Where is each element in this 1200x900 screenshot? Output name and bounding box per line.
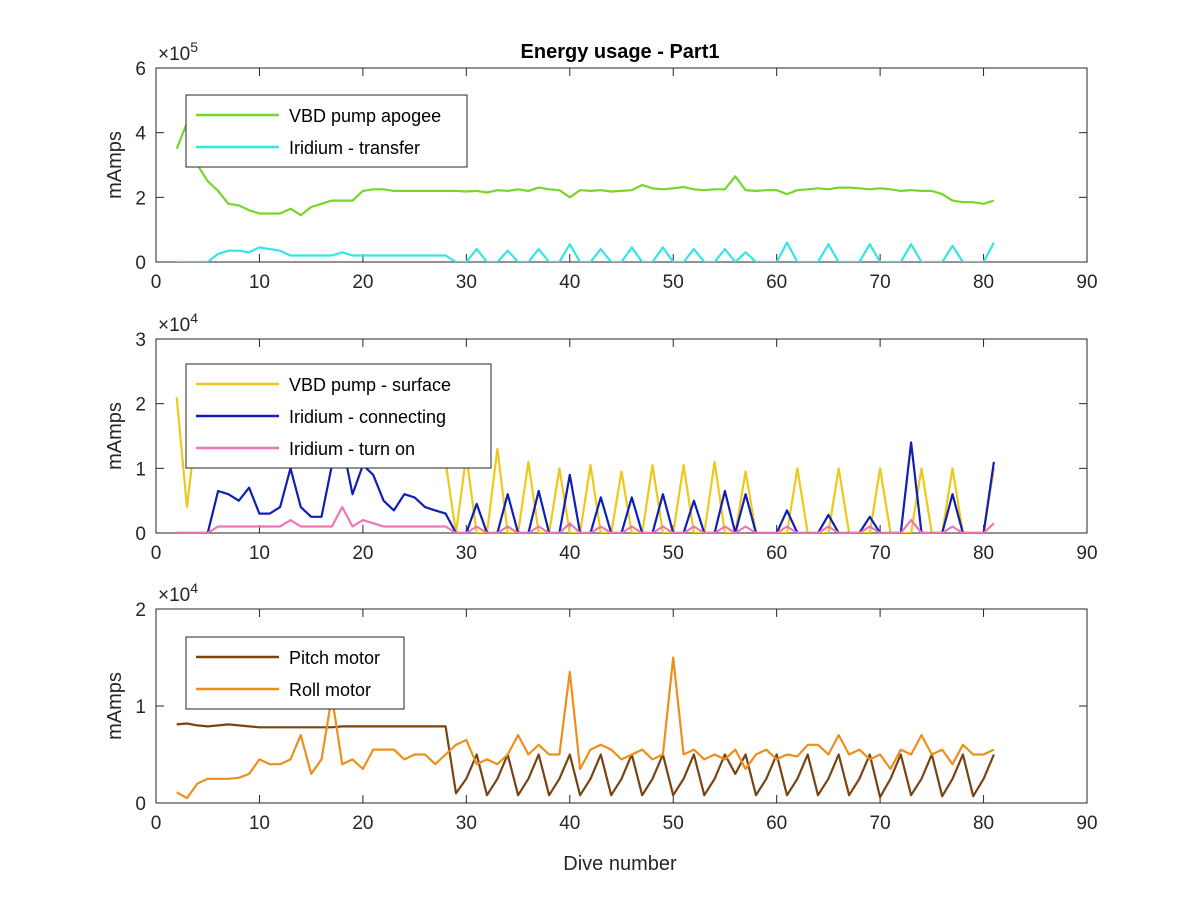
figure-xlabel: Dive number: [563, 853, 677, 875]
figure-title: Energy usage - Part1: [521, 41, 720, 63]
x-tick-label: 80: [973, 543, 994, 564]
x-tick-label: 0: [151, 543, 162, 564]
legend-label: VBD pump - surface: [289, 375, 451, 395]
legend-label: Iridium - transfer: [289, 138, 420, 158]
legend-label: Pitch motor: [289, 648, 380, 668]
legend-box: [185, 636, 405, 710]
legend: VBD pump apogee Iridium - transfer: [185, 94, 468, 168]
y-tick-label: 3: [135, 330, 146, 351]
x-tick-label: 20: [352, 272, 373, 293]
y-tick-label: 6: [135, 59, 146, 80]
y-tick-label: 2: [135, 395, 146, 416]
y-tick-label: 4: [135, 124, 146, 145]
series-line-1: [175, 121, 995, 217]
y-tick-label: 2: [135, 600, 146, 621]
y-exponent-power: 5: [190, 39, 198, 55]
y-tick-label: 1: [135, 697, 146, 718]
x-tick-label: 20: [352, 543, 373, 564]
legend-label: Iridium - connecting: [289, 407, 446, 427]
x-tick-label: 60: [766, 272, 787, 293]
x-tick-label: 70: [870, 543, 891, 564]
x-tick-label: 70: [870, 813, 891, 834]
x-tick-label: 20: [352, 813, 373, 834]
y-tick-label: 0: [135, 253, 146, 274]
x-tick-label: 10: [249, 543, 270, 564]
legend-label: Iridium - turn on: [289, 439, 415, 459]
y-exponent-power: 4: [190, 580, 198, 596]
legend-label: Roll motor: [289, 680, 371, 700]
x-tick-label: 10: [249, 272, 270, 293]
x-tick-label: 70: [870, 272, 891, 293]
x-tick-label: 80: [973, 272, 994, 293]
x-tick-label: 30: [456, 543, 477, 564]
series-line-2: [176, 241, 995, 262]
legend-box: [185, 94, 468, 168]
x-tick-label: 10: [249, 813, 270, 834]
x-tick-label: 60: [766, 543, 787, 564]
y-axis-label: mAmps: [104, 402, 126, 470]
y-tick-label: 0: [135, 524, 146, 545]
legend: VBD pump - surface Iridium - connecting Ir…: [185, 363, 492, 469]
y-exponent-power: 4: [190, 310, 198, 326]
legend-label: VBD pump apogee: [289, 106, 441, 126]
x-tick-label: 50: [663, 813, 684, 834]
x-tick-label: 0: [151, 813, 162, 834]
y-tick-label: 0: [135, 794, 146, 815]
series-line-2: [176, 441, 995, 533]
series-line-2: [176, 656, 995, 800]
x-tick-label: 50: [663, 543, 684, 564]
series-line-3: [176, 506, 995, 533]
x-tick-label: 0: [151, 272, 162, 293]
y-axis-label: mAmps: [104, 131, 126, 199]
x-tick-label: 40: [559, 813, 580, 834]
x-tick-label: 40: [559, 272, 580, 293]
y-tick-label: 2: [135, 188, 146, 209]
x-tick-label: 90: [1076, 272, 1097, 293]
y-axis-label: mAmps: [104, 672, 126, 740]
legend: Pitch motor Roll motor: [185, 636, 405, 710]
x-tick-label: 30: [456, 272, 477, 293]
x-tick-label: 40: [559, 543, 580, 564]
x-tick-label: 60: [766, 813, 787, 834]
y-tick-label: 1: [135, 459, 146, 480]
x-tick-label: 30: [456, 813, 477, 834]
series-line-1: [176, 722, 995, 799]
x-tick-label: 90: [1076, 813, 1097, 834]
x-tick-label: 90: [1076, 543, 1097, 564]
x-tick-label: 80: [973, 813, 994, 834]
x-tick-label: 50: [663, 272, 684, 293]
